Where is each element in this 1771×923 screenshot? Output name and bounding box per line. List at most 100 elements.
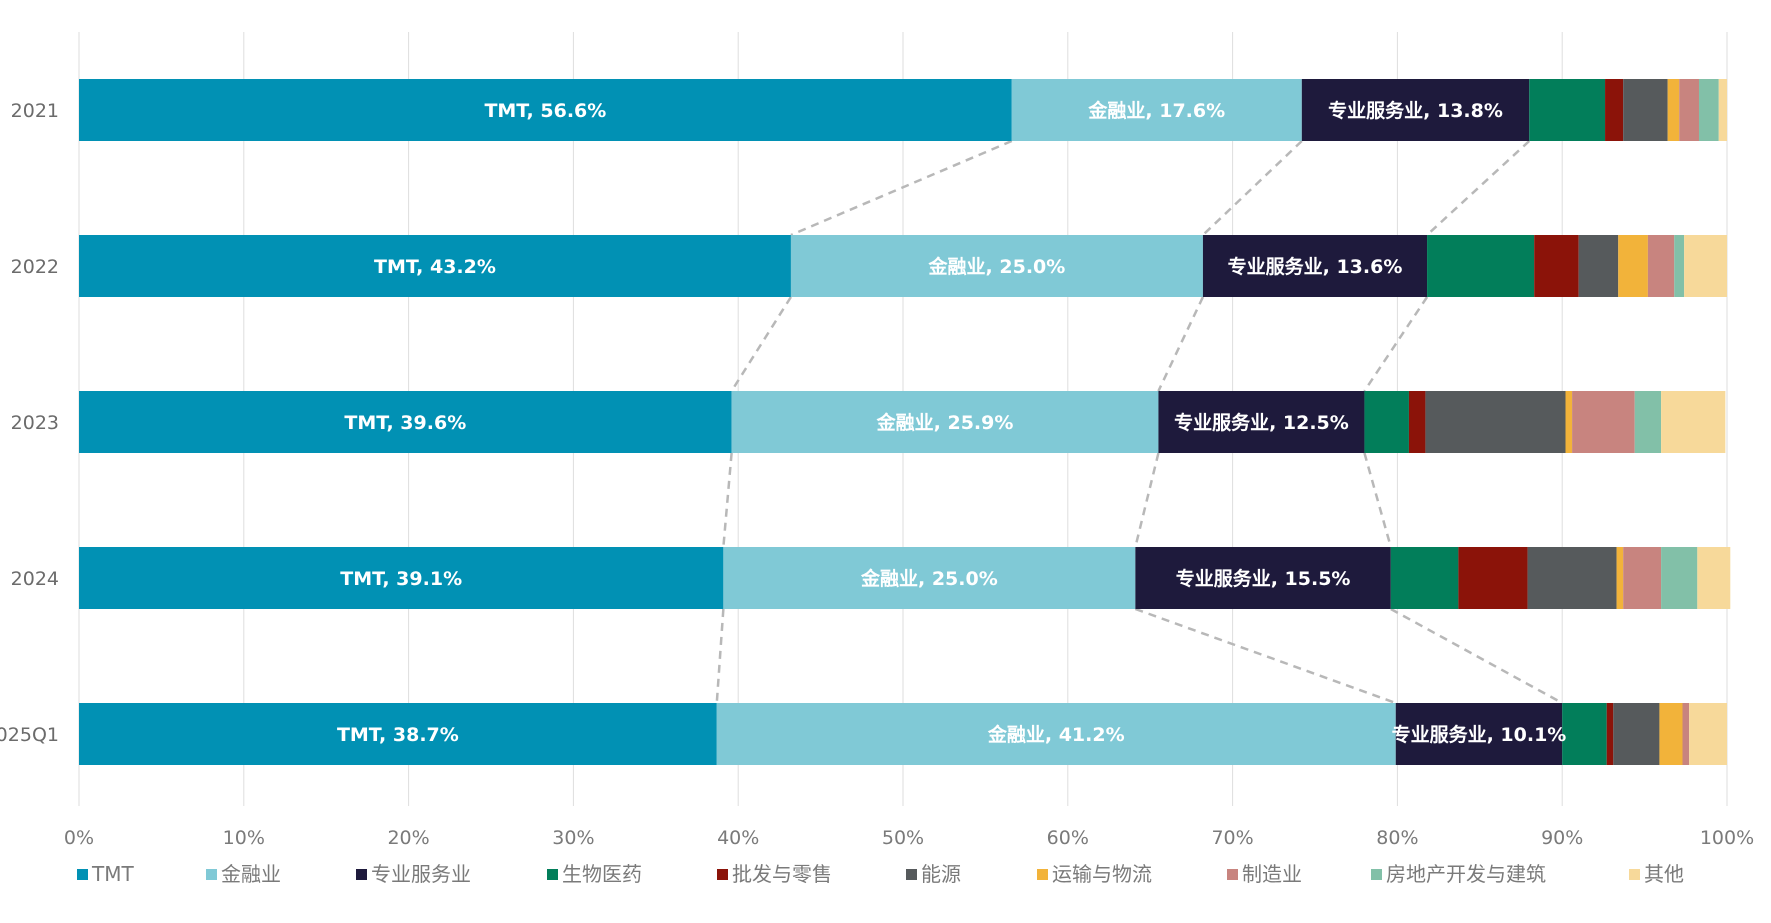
bar-segment bbox=[1616, 547, 1624, 609]
x-tick-label: 100% bbox=[1700, 827, 1754, 849]
bar-segment bbox=[1659, 703, 1683, 765]
bar-segment bbox=[1565, 391, 1573, 453]
bar-segment bbox=[1534, 235, 1579, 297]
bar-segment bbox=[1613, 703, 1660, 765]
legend-label: 生物医药 bbox=[562, 862, 642, 886]
legend-label: 专业服务业 bbox=[371, 862, 471, 886]
legend-label: 金融业 bbox=[221, 862, 281, 886]
bar-segment bbox=[1301, 79, 1530, 141]
bar-segment bbox=[1364, 391, 1409, 453]
x-tick-label: 50% bbox=[882, 827, 924, 849]
bar-segment bbox=[1562, 703, 1607, 765]
x-tick-label: 90% bbox=[1541, 827, 1583, 849]
bar-segment bbox=[1682, 703, 1690, 765]
x-tick-label: 70% bbox=[1211, 827, 1253, 849]
connector-line bbox=[1202, 140, 1303, 236]
bar-segment bbox=[790, 235, 1203, 297]
bar-segment bbox=[1606, 703, 1614, 765]
connector-line bbox=[1157, 296, 1205, 392]
bar-segment bbox=[1684, 235, 1727, 297]
bar-segment bbox=[1578, 235, 1619, 297]
legend-label: 能源 bbox=[921, 862, 961, 886]
x-tick-label: 80% bbox=[1376, 827, 1418, 849]
connector-line bbox=[790, 139, 1013, 237]
connector-line bbox=[1390, 607, 1563, 705]
legend: TMT 金融业 专业服务业 生物医药 批发与零售 能源 运输与物流 制造业 房地产开发与建筑 其他 bbox=[77, 862, 1684, 886]
legend-label: 制造业 bbox=[1242, 862, 1302, 886]
x-tick-label: 40% bbox=[717, 827, 759, 849]
bar-segment bbox=[1623, 79, 1668, 141]
legend-swatch bbox=[206, 869, 217, 880]
x-tick-label: 30% bbox=[552, 827, 594, 849]
legend-label: 运输与物流 bbox=[1052, 862, 1152, 886]
bar-segment bbox=[1395, 703, 1563, 765]
connector-line bbox=[1363, 296, 1429, 392]
legend-label: 房地产开发与建筑 bbox=[1386, 862, 1546, 886]
bar-segment bbox=[1679, 79, 1699, 141]
bar-segment bbox=[79, 235, 791, 297]
bar-segment bbox=[1458, 547, 1528, 609]
x-tick-label: 0% bbox=[64, 827, 94, 849]
legend-swatch bbox=[1227, 869, 1238, 880]
legend-swatch bbox=[906, 869, 917, 880]
bar-segment bbox=[1674, 235, 1685, 297]
bar-segment bbox=[79, 547, 724, 609]
bar-segment bbox=[1647, 235, 1675, 297]
data-label: TMT, 56.6% bbox=[484, 100, 606, 122]
connector-line bbox=[715, 608, 725, 704]
bar-segment bbox=[79, 703, 717, 765]
data-label: 金融业, 25.0% bbox=[928, 255, 1066, 278]
connector-line bbox=[1426, 140, 1531, 236]
bar-segment bbox=[1605, 79, 1624, 141]
legend-swatch bbox=[1371, 869, 1382, 880]
bar-segment bbox=[1661, 547, 1698, 609]
y-category-label: 2022 bbox=[11, 256, 59, 278]
data-label: 金融业, 25.0% bbox=[860, 567, 998, 590]
data-label: 金融业, 17.6% bbox=[1087, 99, 1225, 122]
bar-segment bbox=[1529, 79, 1606, 141]
connector-lines bbox=[715, 139, 1563, 705]
axes: 0% 10% 20% 30% 40% 50% 60% 70% 80% 90% 100% 2021 202… bbox=[0, 100, 1754, 849]
y-category-label: 2024 bbox=[11, 568, 59, 590]
legend-swatch bbox=[356, 869, 367, 880]
legend-swatch bbox=[1037, 869, 1048, 880]
data-label: 金融业, 25.9% bbox=[876, 411, 1014, 434]
data-label: TMT, 38.7% bbox=[337, 724, 459, 746]
bar-segment bbox=[1011, 79, 1302, 141]
connector-line bbox=[1363, 452, 1393, 548]
bar-segment bbox=[1408, 391, 1426, 453]
bar-segment bbox=[1202, 235, 1428, 297]
data-label: 专业服务业, 15.5% bbox=[1176, 567, 1351, 590]
bar-segment bbox=[716, 703, 1396, 765]
y-category-label: 2021 bbox=[11, 100, 59, 122]
bar-segment bbox=[1572, 391, 1635, 453]
bar-segment bbox=[1698, 79, 1719, 141]
legend-swatch bbox=[1629, 869, 1640, 880]
data-label: 金融业, 41.2% bbox=[987, 723, 1125, 746]
x-tick-label: 10% bbox=[223, 827, 265, 849]
bar-segment bbox=[1618, 235, 1648, 297]
bar-segment bbox=[1634, 391, 1662, 453]
legend-swatch bbox=[547, 869, 558, 880]
y-category-label: 2025Q1 bbox=[0, 724, 59, 746]
data-label: TMT, 39.6% bbox=[344, 412, 466, 434]
bar-segment bbox=[1718, 79, 1727, 141]
bar-segment bbox=[1623, 547, 1662, 609]
bar-segment bbox=[1667, 79, 1680, 141]
legend-label: TMT bbox=[91, 862, 134, 886]
connector-line bbox=[722, 452, 733, 548]
bar-labels: TMT, 56.6% TMT, 43.2% TMT, 39.6% TMT, 39.1%… bbox=[337, 99, 1566, 746]
connector-line bbox=[1134, 607, 1397, 705]
data-label: TMT, 39.1% bbox=[340, 568, 462, 590]
y-category-label: 2023 bbox=[11, 412, 59, 434]
bar-segment bbox=[1661, 391, 1726, 453]
data-label: TMT, 43.2% bbox=[374, 256, 496, 278]
bar-segment bbox=[1425, 391, 1566, 453]
legend-swatch bbox=[717, 869, 728, 880]
data-label: 专业服务业, 10.1% bbox=[1392, 723, 1567, 746]
legend-swatch bbox=[77, 869, 88, 880]
data-label: 专业服务业, 13.8% bbox=[1328, 99, 1503, 122]
bar-segment bbox=[723, 547, 1136, 609]
